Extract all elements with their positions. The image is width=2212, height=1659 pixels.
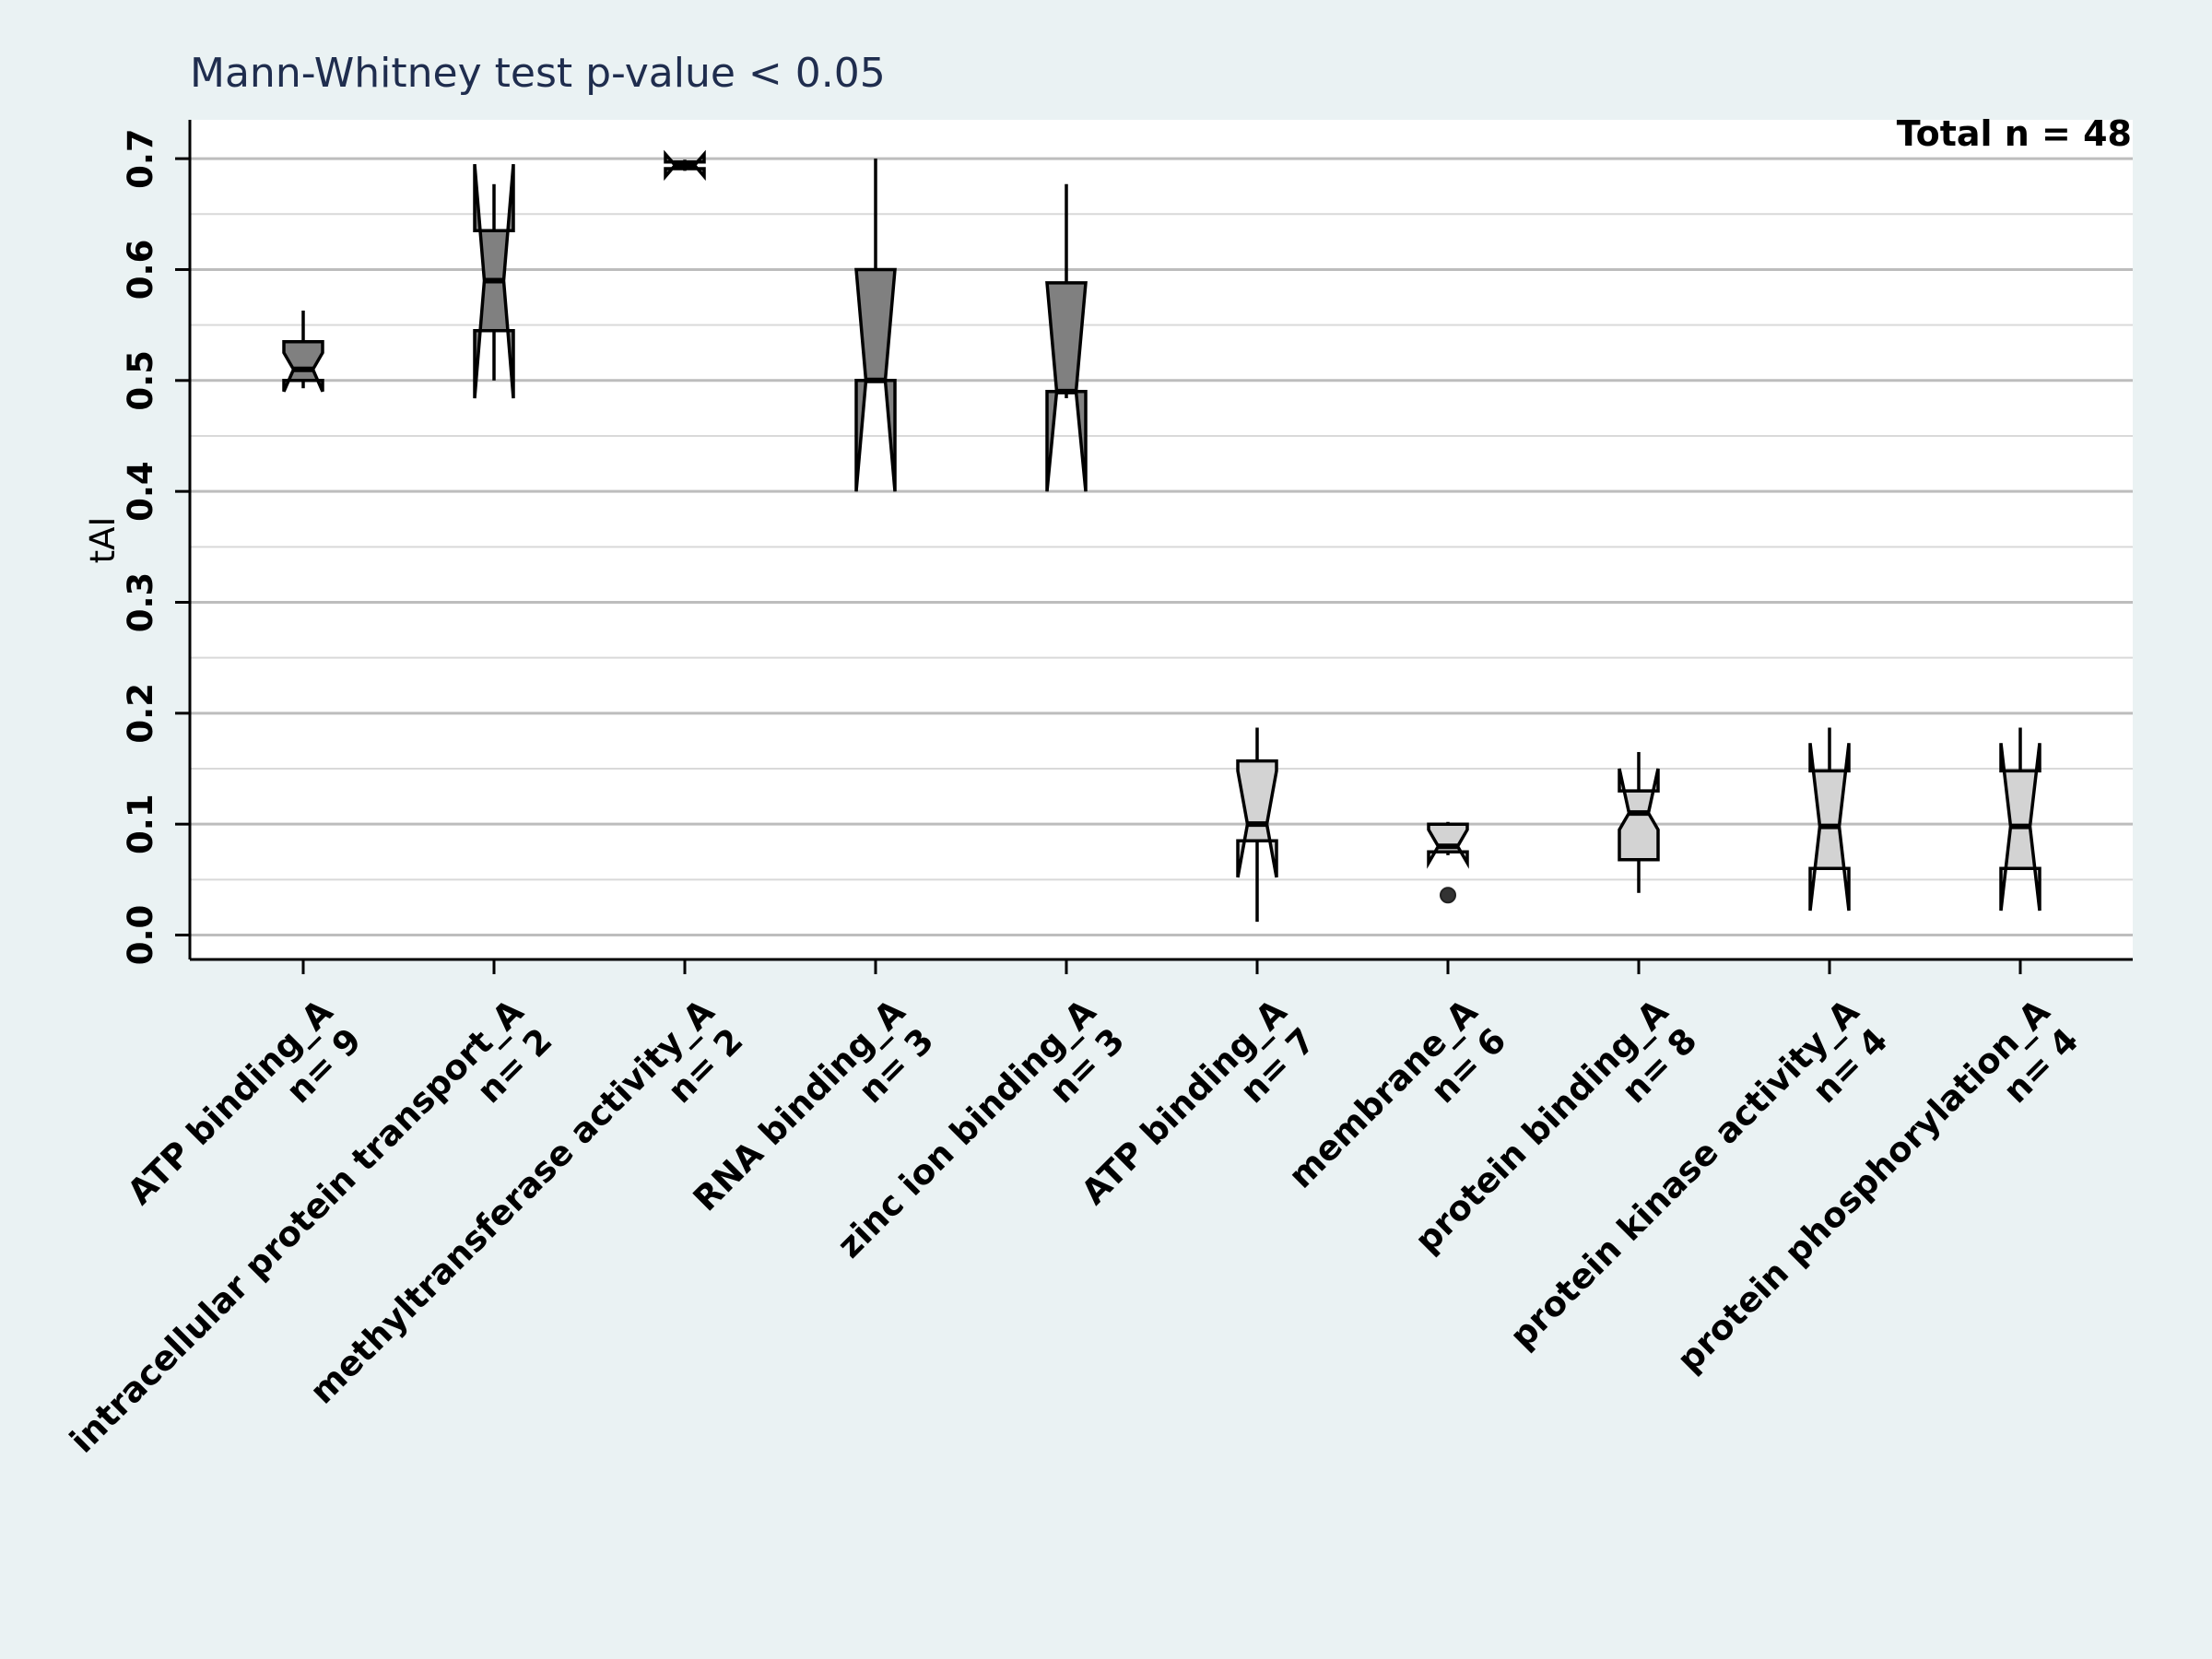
axes bbox=[175, 120, 2133, 974]
chart-title: Mann-Whitney test p-value < 0.05 bbox=[190, 50, 886, 97]
outlier-point bbox=[1440, 887, 1456, 904]
box-3 bbox=[664, 149, 706, 182]
box-10 bbox=[1999, 727, 2041, 912]
y-tick-label: 0.1 bbox=[121, 794, 160, 854]
boxes bbox=[282, 149, 2041, 923]
box-4 bbox=[854, 159, 897, 492]
notched-box bbox=[282, 339, 324, 393]
y-axis-label: tAI bbox=[83, 517, 123, 564]
box-6 bbox=[1236, 727, 1278, 923]
notched-box bbox=[854, 267, 897, 492]
y-tick-label: 0.7 bbox=[121, 128, 160, 189]
y-tick-label: 0.2 bbox=[121, 683, 160, 744]
y-tick-label: 0.5 bbox=[121, 350, 160, 411]
plot-area bbox=[190, 120, 2133, 959]
box-8 bbox=[1618, 751, 1660, 893]
notched-box bbox=[1236, 759, 1278, 878]
y-tick-labels: 0.0 0.1 0.2 0.3 0.4 0.5 0.6 0.7 bbox=[121, 128, 160, 965]
y-tick-label: 0.4 bbox=[121, 461, 160, 522]
notched-box bbox=[1045, 281, 1088, 492]
total-n-annotation: Total n = 48 bbox=[1897, 113, 2132, 154]
box-2 bbox=[473, 163, 515, 399]
y-tick-label: 0.6 bbox=[121, 240, 160, 300]
box-9 bbox=[1808, 727, 1851, 912]
y-tick-label: 0.3 bbox=[121, 572, 160, 633]
grid-lines bbox=[190, 157, 2133, 937]
box-1 bbox=[282, 310, 324, 393]
box-5 bbox=[1045, 183, 1088, 492]
box-7 bbox=[1427, 821, 1469, 904]
y-tick-label: 0.0 bbox=[121, 905, 160, 966]
